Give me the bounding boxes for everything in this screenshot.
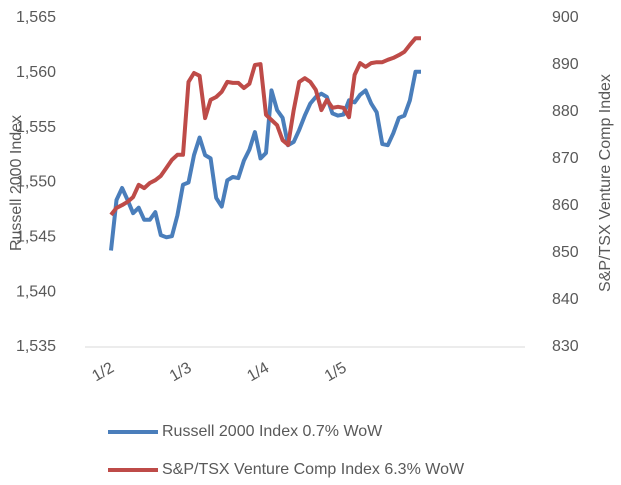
y-tick-label: 1,560	[16, 64, 56, 81]
x-tick-label: 1/4	[244, 359, 272, 385]
x-tick-label: 1/5	[322, 359, 350, 385]
series-line	[109, 69, 421, 251]
y2-axis-title: S&P/TSX Venture Comp Index	[597, 74, 614, 292]
y2-tick-label: 890	[552, 56, 579, 73]
legend-label: S&P/TSX Venture Comp Index 6.3% WoW	[162, 461, 465, 478]
series-line	[109, 36, 421, 217]
x-tick-label: 1/3	[167, 359, 195, 385]
y-tick-label: 1,540	[16, 283, 56, 300]
y-tick-label: 1,555	[16, 119, 56, 136]
y2-tick-label: 840	[552, 291, 579, 308]
y2-tick-label: 870	[552, 150, 579, 167]
y2-tick-label: 900	[552, 9, 579, 26]
y-axis-title: Russell 2000 Index	[8, 115, 25, 251]
y-tick-label: 1,535	[16, 338, 56, 355]
y2-tick-label: 860	[552, 197, 579, 214]
y-tick-label: 1,545	[16, 229, 56, 246]
y-tick-label: 1,565	[16, 9, 56, 26]
y-tick-label: 1,550	[16, 174, 56, 191]
y2-tick-label: 850	[552, 244, 579, 261]
y2-tick-label: 880	[552, 103, 579, 120]
legend-label: Russell 2000 Index 0.7% WoW	[162, 423, 383, 440]
x-tick-label: 1/2	[89, 359, 117, 385]
y2-tick-label: 830	[552, 338, 579, 355]
